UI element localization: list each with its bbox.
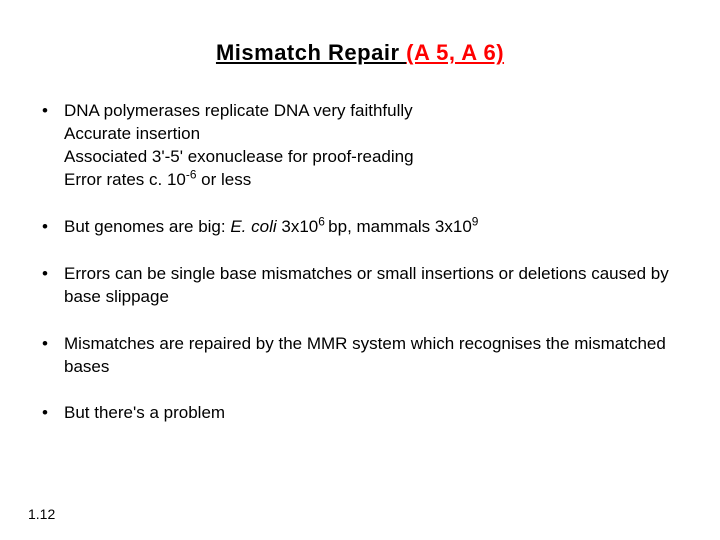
bullet-text: DNA polymerases replicate DNA very faith…	[64, 100, 684, 123]
slide-title: Mismatch Repair (A 5, A 6)	[28, 40, 692, 66]
bullet-item: But genomes are big: E. coli 3x106 bp, m…	[36, 216, 684, 239]
bullet-item: But there's a problem	[36, 402, 684, 425]
title-main: Mismatch Repair	[216, 40, 406, 65]
bullet-subtext: Accurate insertion	[64, 123, 684, 146]
bullet-list: DNA polymerases replicate DNA very faith…	[28, 100, 692, 425]
page-number: 1.12	[28, 506, 55, 522]
species-name: E. coli	[230, 217, 281, 236]
bullet-text: Mismatches are repaired by the MMR syste…	[64, 334, 666, 376]
bullet-subtext: Error rates c. 10-6 or less	[64, 169, 684, 192]
bullet-item: DNA polymerases replicate DNA very faith…	[36, 100, 684, 192]
slide: Mismatch Repair (A 5, A 6) DNA polymeras…	[0, 0, 720, 540]
bullet-subtext: Associated 3'-5' exonuclease for proof-r…	[64, 146, 684, 169]
bullet-item: Errors can be single base mismatches or …	[36, 263, 684, 309]
title-reference: (A 5, A 6)	[406, 40, 504, 65]
bullet-text: Errors can be single base mismatches or …	[64, 264, 669, 306]
bullet-item: Mismatches are repaired by the MMR syste…	[36, 333, 684, 379]
